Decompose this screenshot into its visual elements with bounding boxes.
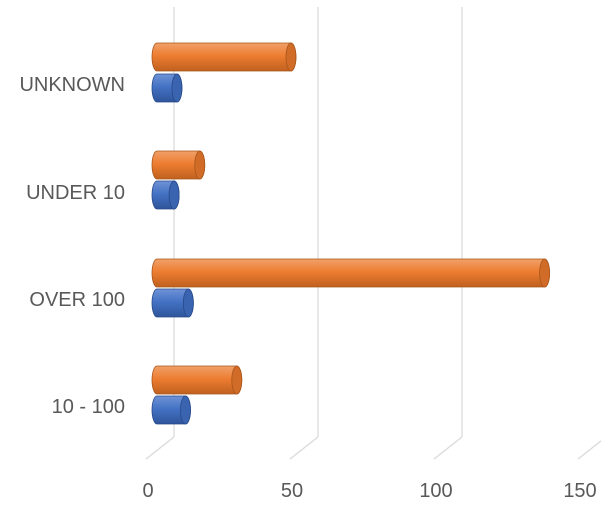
bar-series-1 bbox=[151, 42, 297, 72]
bar-series-2 bbox=[151, 73, 183, 103]
x-tick-label: 100 bbox=[419, 480, 452, 502]
bar-end-cap bbox=[231, 365, 243, 395]
floor-gridline bbox=[145, 436, 175, 460]
category-label: UNDER 10 bbox=[26, 182, 125, 204]
bar-series-1 bbox=[151, 150, 206, 180]
bars bbox=[151, 42, 550, 425]
bar-series-2 bbox=[151, 288, 194, 318]
axis-labels: 0 50 100 150 UNKNOWN UNDER 10 OVER 100 10 - 100 bbox=[19, 74, 596, 502]
floor-gridline bbox=[289, 436, 319, 460]
bar-body bbox=[151, 365, 243, 395]
bar-series-2 bbox=[151, 395, 191, 425]
floor-gridline bbox=[577, 440, 601, 460]
floor-gridline bbox=[433, 436, 463, 460]
bar-series-2 bbox=[151, 180, 180, 210]
bar-series-1 bbox=[151, 258, 550, 288]
bar-body bbox=[151, 258, 550, 288]
bar-end-cap bbox=[539, 258, 550, 288]
bar-end-cap bbox=[285, 42, 297, 72]
bar-body bbox=[151, 42, 297, 72]
category-label: 10 - 100 bbox=[52, 396, 125, 418]
category-label: OVER 100 bbox=[29, 289, 125, 311]
x-tick-label: 0 bbox=[142, 480, 153, 502]
bar-series-1 bbox=[151, 365, 243, 395]
bar-end-cap bbox=[194, 150, 206, 180]
bar-end-cap bbox=[171, 73, 183, 103]
x-tick-label: 50 bbox=[281, 480, 303, 502]
bar-end-cap bbox=[168, 180, 180, 210]
category-label: UNKNOWN bbox=[19, 74, 125, 96]
x-tick-label: 150 bbox=[563, 480, 596, 502]
bar-end-cap bbox=[182, 288, 194, 318]
bar-end-cap bbox=[180, 395, 191, 425]
